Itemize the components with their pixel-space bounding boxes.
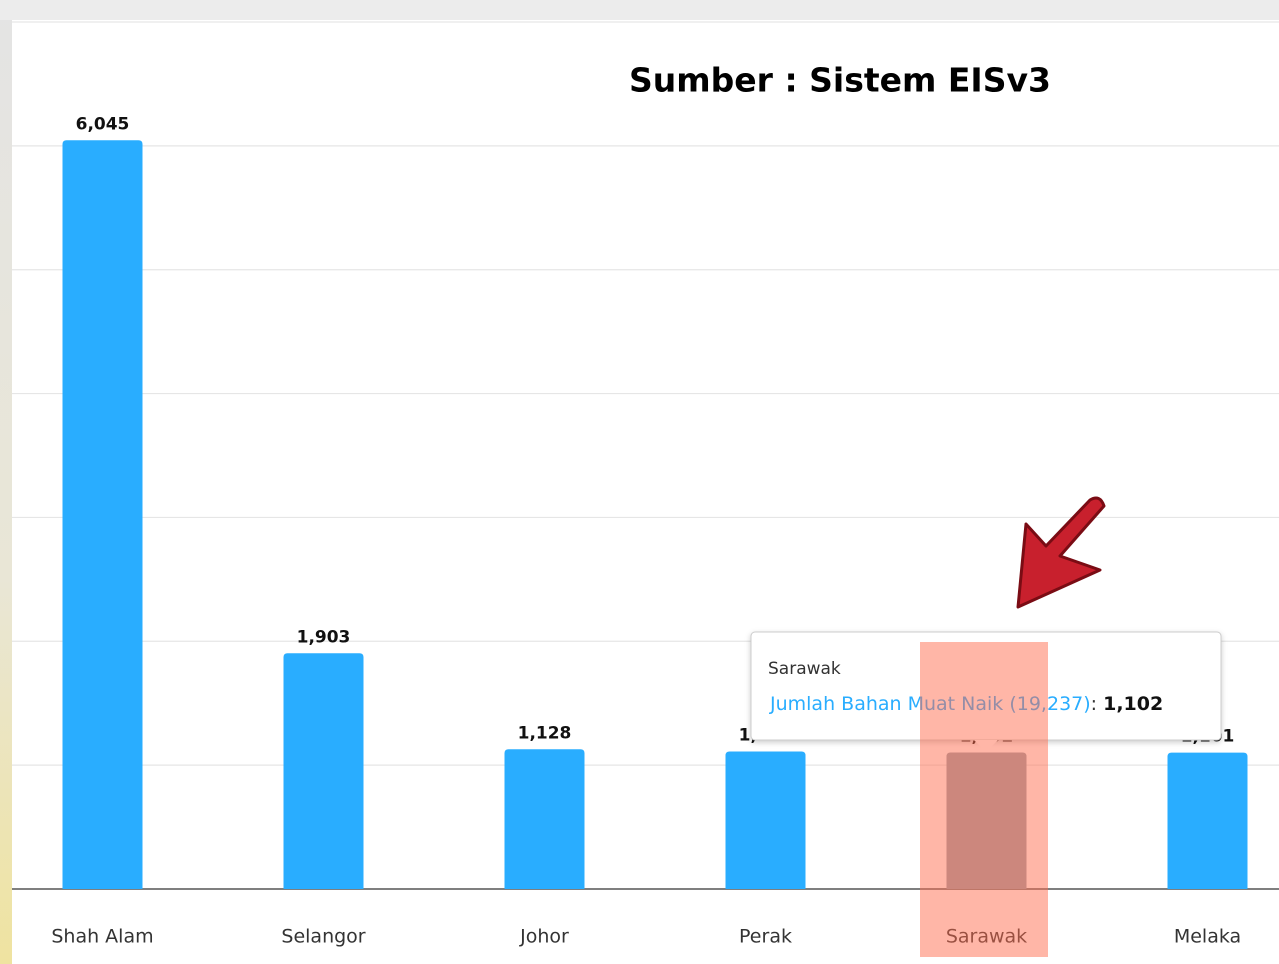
- bar: [62, 140, 143, 889]
- tooltip-value: 1,102: [1103, 693, 1163, 715]
- background-strip: [0, 0, 1279, 20]
- x-tick-label: Melaka: [1174, 926, 1241, 948]
- bar: [725, 751, 806, 889]
- x-tick-label: Johor: [519, 926, 569, 948]
- source-annotation: Sumber : Sistem EISv3: [629, 61, 1051, 100]
- x-tick-label: Selangor: [281, 926, 365, 948]
- x-tick-label: Perak: [739, 926, 792, 948]
- bar: [1167, 752, 1248, 889]
- plot-background: [12, 20, 1279, 964]
- data-label: 1,903: [297, 627, 351, 647]
- tooltip-separator: :: [1091, 693, 1097, 715]
- pointer-arrow: [1016, 496, 1106, 609]
- data-label: 1,128: [518, 723, 572, 743]
- x-tick-label: Shah Alam: [51, 926, 153, 948]
- bar: [283, 653, 364, 889]
- data-label: 6,045: [76, 114, 130, 134]
- background-strip: [0, 0, 12, 964]
- tooltip-category: Sarawak: [768, 659, 841, 679]
- highlight-box: [920, 642, 1048, 957]
- bar: [504, 749, 585, 889]
